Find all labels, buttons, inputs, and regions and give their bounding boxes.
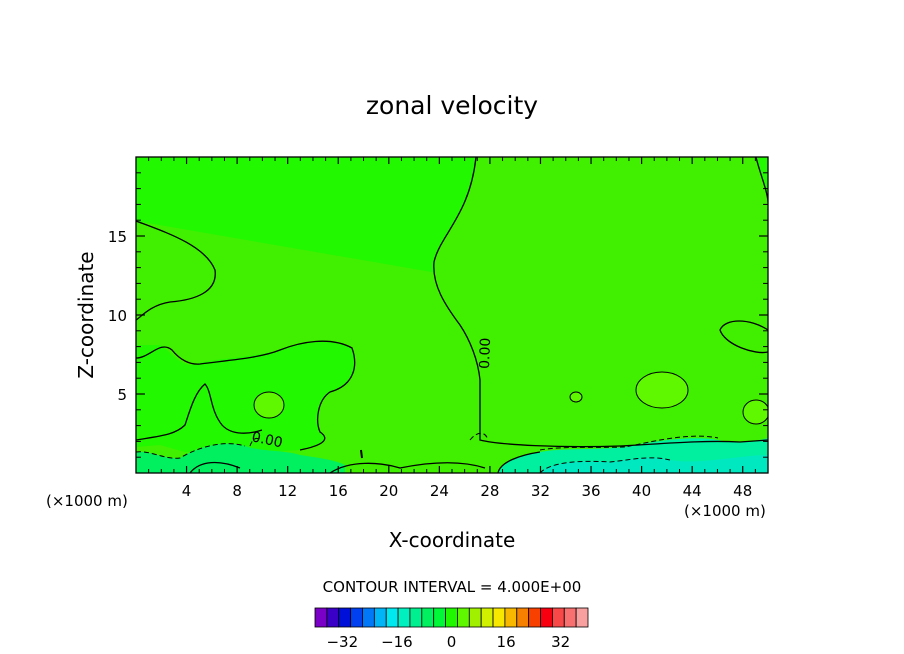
field-patch-49 bbox=[743, 400, 768, 424]
x-unit-left: (×1000 m) bbox=[46, 492, 128, 510]
colorbar-swatch bbox=[433, 607, 446, 628]
colorbar-swatch bbox=[551, 607, 565, 628]
x-tick-label: 12 bbox=[278, 482, 297, 500]
x-tick-label: 8 bbox=[232, 482, 242, 500]
chart-title: zonal velocity bbox=[366, 91, 538, 120]
field-region-right-main bbox=[433, 157, 768, 447]
field-region-negative-deep bbox=[540, 455, 768, 473]
x-tick-label: 28 bbox=[480, 482, 499, 500]
colorbar-swatch bbox=[516, 607, 530, 628]
field-region-upper-left bbox=[136, 221, 216, 320]
contour-bottom-arc bbox=[189, 461, 486, 473]
contour-label-left: 0.00 bbox=[250, 429, 284, 451]
contour-right-top bbox=[755, 157, 768, 210]
colorbar-swatch bbox=[480, 607, 494, 628]
colorbar-swatch bbox=[528, 607, 541, 628]
y-tick-label: 15 bbox=[108, 228, 127, 246]
y-tick-label: 10 bbox=[108, 307, 127, 325]
y-axis: 5 10 15 bbox=[108, 172, 768, 458]
colorbar-swatch bbox=[397, 607, 411, 628]
colorbar: −32 −16 0 16 32 bbox=[314, 607, 589, 651]
contour-small-mark bbox=[360, 449, 363, 459]
x-tick-label: 48 bbox=[733, 482, 752, 500]
plot-area bbox=[136, 157, 768, 473]
colorbar-swatch bbox=[362, 607, 375, 628]
colorbar-swatch bbox=[540, 607, 553, 628]
colorbar-swatch bbox=[575, 607, 589, 628]
contour-lower-left bbox=[136, 383, 263, 441]
colorbar-swatch bbox=[445, 607, 458, 628]
field-patch-10 bbox=[254, 392, 284, 418]
x-tick-label: 20 bbox=[379, 482, 398, 500]
colorbar-tick-label: −16 bbox=[381, 633, 413, 651]
colorbar-tick-label: 16 bbox=[497, 633, 516, 651]
y-tick-label: 5 bbox=[117, 386, 127, 404]
contour-interval-label: CONTOUR INTERVAL = 4.000E+00 bbox=[323, 578, 582, 596]
x-unit-right: (×1000 m) bbox=[684, 502, 766, 520]
colorbar-swatch bbox=[563, 607, 577, 628]
contour-mid-left bbox=[136, 340, 356, 451]
colorbar-swatch bbox=[492, 607, 506, 628]
colorbar-swatch bbox=[468, 607, 482, 628]
x-tick-label: 4 bbox=[182, 482, 192, 500]
colorbar-swatch bbox=[326, 607, 340, 628]
x-tick-label: 16 bbox=[329, 482, 348, 500]
contour-negative-dashed bbox=[136, 432, 719, 473]
colorbar-swatch bbox=[504, 607, 518, 628]
colorbar-swatch bbox=[373, 607, 387, 628]
colorbar-swatch bbox=[338, 607, 352, 628]
x-tick-label: 40 bbox=[632, 482, 651, 500]
colorbar-swatch bbox=[385, 607, 399, 628]
contour-patch-49 bbox=[742, 399, 768, 425]
contour-right-bottom bbox=[497, 451, 541, 473]
colorbar-tick-label: −32 bbox=[326, 633, 358, 651]
colorbar-swatch bbox=[350, 607, 363, 628]
x-axis: 4 8 12 16 20 24 28 32 36 40 44 48 bbox=[148, 157, 756, 500]
x-tick-label: 32 bbox=[531, 482, 550, 500]
contour-patch-40 bbox=[635, 371, 689, 409]
colorbar-tick-label: 0 bbox=[447, 633, 457, 651]
contour-patch-35 bbox=[569, 391, 583, 403]
contour-patch-10 bbox=[253, 391, 285, 419]
contour-zero-main bbox=[433, 157, 768, 448]
colorbar-swatch bbox=[409, 607, 423, 628]
colorbar-swatch bbox=[421, 607, 435, 628]
field-patch-40 bbox=[636, 372, 688, 408]
colorbar-tick-label: 32 bbox=[551, 633, 570, 651]
x-tick-label: 24 bbox=[430, 482, 449, 500]
x-axis-label: X-coordinate bbox=[389, 528, 516, 552]
contour-right-lobe bbox=[719, 320, 768, 354]
y-axis-label: Z-coordinate bbox=[74, 251, 98, 378]
contour-upper-left bbox=[136, 220, 216, 321]
field-region-negative-left bbox=[136, 443, 345, 473]
field-patch-35 bbox=[570, 392, 582, 402]
x-tick-label: 44 bbox=[683, 482, 702, 500]
x-tick-label: 36 bbox=[581, 482, 600, 500]
contour-label-main: 0.00 bbox=[477, 337, 494, 369]
colorbar-swatch bbox=[314, 607, 328, 628]
colorbar-swatch bbox=[457, 607, 470, 628]
